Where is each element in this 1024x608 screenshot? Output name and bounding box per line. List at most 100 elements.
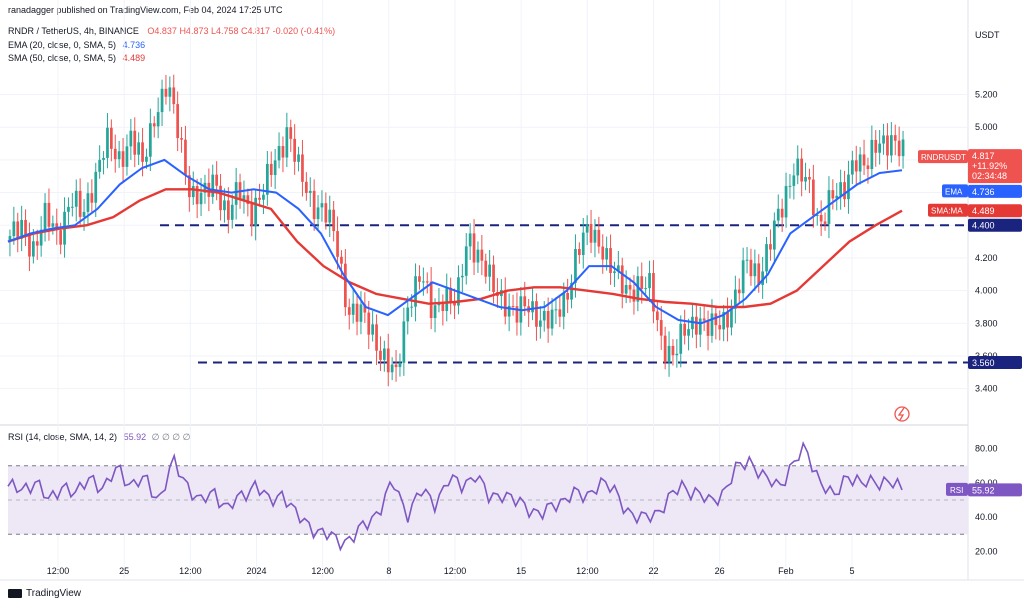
price-tick-label: 4.000 bbox=[975, 286, 998, 296]
candle-body bbox=[406, 307, 410, 322]
candle-body bbox=[219, 185, 222, 211]
candle-body bbox=[593, 229, 597, 243]
ema-legend-value: 4.736 bbox=[122, 40, 146, 50]
candle-body bbox=[168, 87, 172, 97]
price-tick-label: 4.200 bbox=[975, 253, 998, 263]
candle-body bbox=[889, 135, 893, 156]
candle-body bbox=[772, 220, 776, 250]
candle-body bbox=[620, 265, 624, 294]
candle-body bbox=[308, 190, 312, 193]
candle-body bbox=[152, 123, 156, 127]
candle-body bbox=[386, 348, 390, 373]
candle-body bbox=[184, 139, 187, 176]
last-price-tag: 4.817+11.92%02:34:48 bbox=[968, 149, 1022, 184]
candle-body bbox=[667, 345, 671, 363]
candle-body bbox=[577, 248, 581, 256]
ema-name-bg bbox=[942, 184, 968, 198]
candle-body bbox=[671, 345, 675, 356]
candle-body bbox=[293, 138, 297, 162]
candle-body bbox=[289, 127, 293, 139]
candle-body bbox=[414, 276, 417, 307]
candle-body bbox=[109, 127, 113, 149]
candle-body bbox=[792, 175, 796, 186]
candle-body bbox=[850, 160, 854, 175]
candle-body bbox=[694, 316, 698, 335]
candle-body bbox=[332, 209, 336, 232]
candle-body bbox=[546, 310, 550, 329]
sma-name-text: SMA:MA bbox=[931, 207, 963, 216]
candle-body bbox=[250, 203, 254, 226]
candle-body bbox=[390, 364, 394, 373]
ema-legend[interactable]: EMA (20, close, 0, SMA, 5) 4.736 bbox=[8, 40, 145, 50]
candle-body bbox=[133, 130, 137, 155]
candle-body bbox=[753, 263, 757, 277]
candle-body bbox=[59, 230, 63, 245]
sma-legend[interactable]: SMA (50, close, 0, SMA, 5) 4.489 bbox=[8, 53, 145, 63]
time-tick-label: 26 bbox=[715, 566, 725, 576]
candle-body bbox=[585, 223, 589, 233]
level-4400-tag-bg bbox=[968, 218, 1022, 232]
candle-body bbox=[562, 293, 566, 317]
candle-body bbox=[355, 303, 359, 322]
time-tick-label: 5 bbox=[849, 566, 854, 576]
rsi-legend-value: 55.92 bbox=[123, 432, 147, 442]
symbol-line: RNDR / TetherUS, 4h, BINANCE O4.837 H4.8… bbox=[8, 26, 335, 36]
candle-body bbox=[402, 321, 406, 363]
sma-legend-value: 4.489 bbox=[122, 53, 146, 63]
time-tick-label: 15 bbox=[516, 566, 526, 576]
last-price-tag-text: +11.92% bbox=[972, 161, 1007, 171]
candle-body bbox=[70, 206, 74, 208]
candle-body bbox=[39, 229, 43, 246]
candle-body bbox=[901, 139, 905, 157]
candle-body bbox=[137, 142, 141, 155]
candle-body bbox=[780, 208, 784, 218]
candle-body bbox=[823, 221, 827, 224]
candle-body bbox=[262, 194, 265, 200]
candle-body bbox=[320, 203, 324, 208]
candle-body bbox=[757, 263, 761, 285]
rsi-legend-extra: ∅ ∅ ∅ ∅ bbox=[151, 432, 191, 442]
candle-body bbox=[340, 256, 343, 264]
ema-line bbox=[7, 158, 903, 325]
rsi-value-tag-bg bbox=[968, 483, 1022, 497]
candle-body bbox=[449, 287, 453, 302]
candle-body bbox=[749, 259, 753, 277]
candle-body bbox=[433, 305, 437, 318]
candle-body bbox=[827, 190, 831, 224]
candle-body bbox=[312, 190, 316, 220]
rsi-legend[interactable]: RSI (14, close, SMA, 14, 2) 55.92 ∅ ∅ ∅ … bbox=[8, 432, 190, 443]
candle-body bbox=[831, 190, 835, 199]
sma-legend-label: SMA (50, close, 0, SMA, 5) bbox=[8, 53, 117, 63]
candle-body bbox=[710, 313, 714, 336]
lightning-icon[interactable] bbox=[894, 406, 910, 422]
candle-body bbox=[223, 200, 226, 211]
candle-body bbox=[106, 127, 109, 158]
rsi-line bbox=[7, 441, 903, 552]
candle-body bbox=[445, 287, 449, 312]
candle-body bbox=[156, 112, 160, 127]
sma-price-tag-text: 4.489 bbox=[972, 206, 995, 216]
candle-body bbox=[324, 203, 328, 223]
candle-body bbox=[503, 290, 507, 317]
candle-body bbox=[538, 320, 542, 327]
candle-body bbox=[706, 320, 710, 336]
candle-body bbox=[176, 104, 180, 139]
tradingview-logo[interactable]: TradingView bbox=[8, 588, 81, 599]
level-3560-tag-bg bbox=[968, 356, 1022, 370]
last-price-tag-text: 4.817 bbox=[972, 151, 995, 161]
candle-body bbox=[285, 127, 289, 158]
candle-body bbox=[655, 311, 659, 321]
ema-legend-label: EMA (20, close, 0, SMA, 5) bbox=[8, 40, 117, 50]
rsi-tick-label: 60.00 bbox=[975, 478, 998, 488]
candle-body bbox=[301, 154, 304, 182]
time-tick-label: 12:00 bbox=[179, 566, 202, 576]
candle-body bbox=[574, 248, 577, 283]
candle-body bbox=[51, 223, 55, 227]
candle-body bbox=[878, 143, 882, 153]
candle-body bbox=[16, 221, 20, 239]
candle-body bbox=[379, 350, 382, 360]
candle-body bbox=[234, 182, 238, 205]
candle-body bbox=[870, 139, 874, 170]
candle-body bbox=[351, 303, 355, 315]
